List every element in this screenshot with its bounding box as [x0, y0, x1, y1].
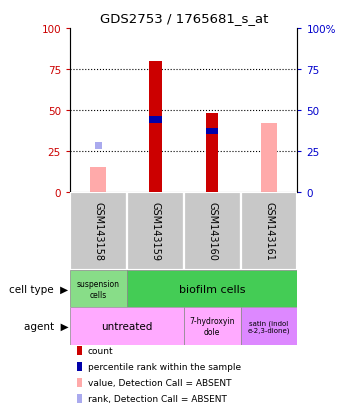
Bar — [95, 143, 102, 150]
Text: GSM143159: GSM143159 — [150, 202, 160, 261]
Text: GSM143160: GSM143160 — [207, 202, 217, 261]
Text: agent  ▶: agent ▶ — [24, 321, 68, 331]
Bar — [184, 192, 240, 271]
Bar — [261, 123, 277, 192]
Text: satin (indol
e-2,3-dione): satin (indol e-2,3-dione) — [248, 319, 290, 333]
Bar — [240, 192, 298, 271]
Title: GDS2753 / 1765681_s_at: GDS2753 / 1765681_s_at — [99, 12, 268, 25]
Text: biofilm cells: biofilm cells — [179, 284, 245, 294]
Text: GSM143161: GSM143161 — [264, 202, 274, 261]
Text: suspension
cells: suspension cells — [77, 280, 120, 299]
Bar — [206, 114, 218, 192]
Bar — [127, 271, 298, 308]
Text: rank, Detection Call = ABSENT: rank, Detection Call = ABSENT — [88, 394, 226, 403]
Bar — [70, 192, 127, 271]
Text: count: count — [88, 347, 113, 356]
Text: 7-hydroxyin
dole: 7-hydroxyin dole — [189, 317, 235, 336]
Text: untreated: untreated — [101, 321, 153, 331]
Bar — [70, 271, 127, 308]
Bar — [149, 62, 162, 192]
Bar — [90, 168, 106, 192]
Bar — [149, 117, 162, 123]
Text: value, Detection Call = ABSENT: value, Detection Call = ABSENT — [88, 378, 231, 387]
Text: GSM143158: GSM143158 — [93, 202, 104, 261]
Bar — [184, 308, 240, 345]
Bar — [240, 308, 298, 345]
Text: percentile rank within the sample: percentile rank within the sample — [88, 362, 241, 371]
Text: cell type  ▶: cell type ▶ — [9, 284, 68, 294]
Bar — [127, 192, 184, 271]
Bar — [70, 308, 184, 345]
Bar — [206, 128, 218, 135]
